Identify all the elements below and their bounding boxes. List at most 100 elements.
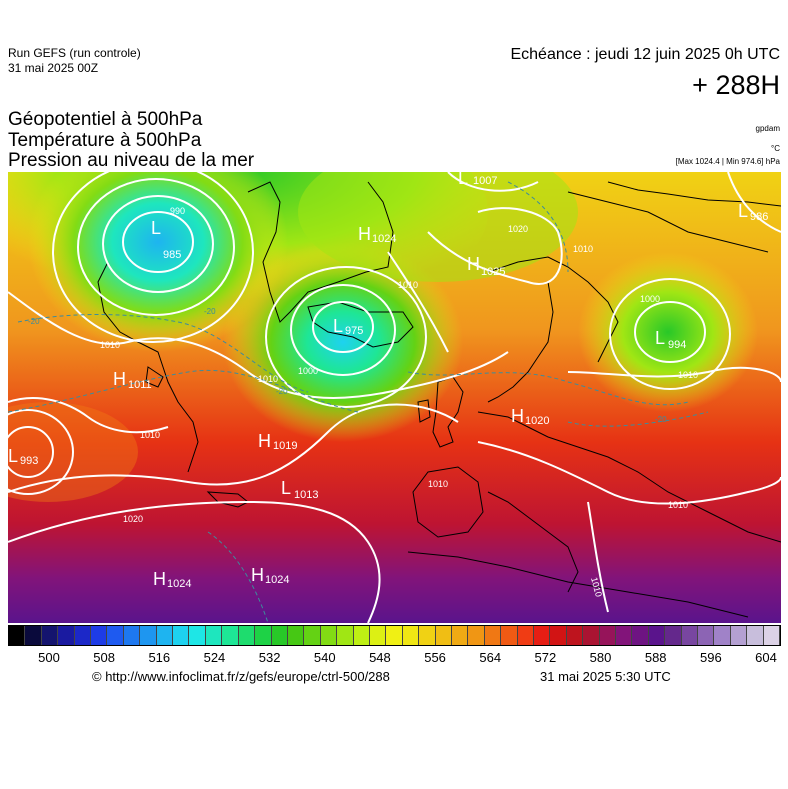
pressure-center-L: L [281, 478, 291, 498]
isobar-label: 1020 [123, 514, 143, 524]
color-scale-cell [386, 626, 403, 645]
color-scale-cell [451, 626, 469, 645]
color-scale-cell [238, 626, 256, 645]
pressure-center-value: 975 [345, 325, 363, 337]
max-min-pressure: [Max 1024.4 | Min 974.6] hPa [675, 157, 780, 166]
generated-timestamp: 31 mai 2025 5:30 UTC [540, 669, 671, 684]
color-scale-cell [681, 626, 699, 645]
pressure-center-L: L [738, 201, 748, 221]
pressure-center-H: H [358, 224, 371, 244]
color-scale-cell [353, 626, 370, 645]
color-scale-cell [255, 626, 272, 645]
color-scale-cell [648, 626, 666, 645]
color-scale-cell [287, 626, 305, 645]
color-scale-cell [58, 626, 75, 645]
pressure-center-value: 993 [20, 455, 38, 467]
color-scale-tick: 572 [534, 650, 557, 665]
isobar-label: 1010 [678, 370, 698, 380]
color-scale-cell [566, 626, 584, 645]
color-scale-cell [271, 626, 288, 645]
pressure-center-H: H [153, 569, 166, 589]
pressure-center-value: 1019 [273, 440, 297, 452]
pressure-center-value: 1024 [372, 233, 396, 245]
pressure-center-L: L [655, 328, 665, 348]
isobar-label: 1010 [258, 374, 278, 384]
color-scale-cell [583, 626, 600, 645]
color-scale-cell [599, 626, 617, 645]
color-scale-tick: 500 [38, 650, 60, 665]
color-scale-cell [698, 626, 715, 645]
pressure-center-value: 986 [750, 211, 768, 223]
pressure-center-L: L [458, 172, 468, 188]
isobar-label: 1010 [100, 340, 120, 350]
color-scale-tick: 556 [424, 650, 446, 665]
color-scale-cell [517, 626, 534, 645]
color-scale-cell [320, 626, 338, 645]
pressure-center-L: L [151, 218, 161, 238]
forecast-hour: + 288H [692, 70, 780, 100]
color-scale-cell [747, 626, 764, 645]
isobar-label: 1010 [398, 280, 418, 290]
color-scale-cell [205, 626, 223, 645]
color-scale-cell [632, 626, 649, 645]
color-scale-cell [402, 626, 420, 645]
pressure-center-value: 985 [163, 249, 181, 261]
pressure-center-value: 1024 [167, 578, 191, 590]
temperature-label: -20 [28, 317, 40, 326]
color-scale-tick: 540 [313, 650, 336, 665]
isobar-label: 1010 [668, 500, 688, 510]
color-scale-cell [156, 626, 174, 645]
weather-map: L 985 L 1007 H 1024 L 986 H 1025 L 975 L… [8, 172, 781, 623]
isobar-label: 1000 [640, 294, 660, 304]
run-date: 31 mai 2025 00Z [8, 61, 99, 75]
color-scale-cell [665, 626, 682, 645]
color-scale-cell [74, 626, 92, 645]
pressure-center-value: 1025 [481, 266, 505, 278]
color-scale-cell [25, 626, 42, 645]
pressure-center-value: 994 [668, 339, 686, 351]
color-scale-tick: 532 [258, 650, 281, 665]
color-scale-tick: 596 [699, 650, 722, 665]
pressure-center-L: L [8, 446, 18, 466]
color-scale-cell [534, 626, 551, 645]
pressure-center-H: H [511, 406, 524, 426]
color-scale-cell [501, 626, 518, 645]
pressure-center-H: H [113, 369, 126, 389]
color-scale-cell [9, 626, 26, 645]
isobar-label: 1000 [298, 366, 318, 376]
color-scale-tick: 508 [93, 650, 115, 665]
temperature-label: -20 [655, 415, 667, 424]
color-scale-cell [222, 626, 239, 645]
unit-gpdam: gpdam [755, 124, 780, 133]
color-scale-cell [140, 626, 157, 645]
color-scale-cell [468, 626, 485, 645]
pressure-center-value: 1011 [128, 379, 152, 391]
color-scale-cell [123, 626, 141, 645]
isobar-label: 1020 [508, 224, 528, 234]
color-scale-cell [91, 626, 108, 645]
color-scale-cell [189, 626, 206, 645]
color-scale-tick: 524 [203, 650, 226, 665]
pressure-center-value: 1013 [294, 489, 318, 501]
color-scale-cell [173, 626, 190, 645]
color-scale-cell [550, 626, 567, 645]
pressure-center-H: H [251, 565, 264, 585]
color-scale-tick: 588 [644, 650, 667, 665]
pressure-center-H: H [467, 254, 480, 274]
color-scale-cell [41, 626, 59, 645]
color-scale-cell [616, 626, 633, 645]
pressure-center-H: H [258, 431, 271, 451]
color-scale-cell [763, 626, 781, 645]
param-geopotential: Géopotentiel à 500hPa [8, 109, 203, 130]
source-url: © http://www.infoclimat.fr/z/gefs/europe… [92, 669, 390, 684]
color-scale-cell [419, 626, 436, 645]
temperature-label: -20 [276, 387, 288, 396]
unit-celsius: °C [771, 144, 780, 153]
color-scale-cell [730, 626, 748, 645]
color-scale-tick: 580 [589, 650, 612, 665]
isobar-label: 990 [170, 206, 185, 216]
run-title: Run GEFS (run controle) [8, 46, 141, 60]
color-scale-cell [369, 626, 387, 645]
color-scale-cell [484, 626, 502, 645]
color-scale-tick: 564 [479, 650, 502, 665]
